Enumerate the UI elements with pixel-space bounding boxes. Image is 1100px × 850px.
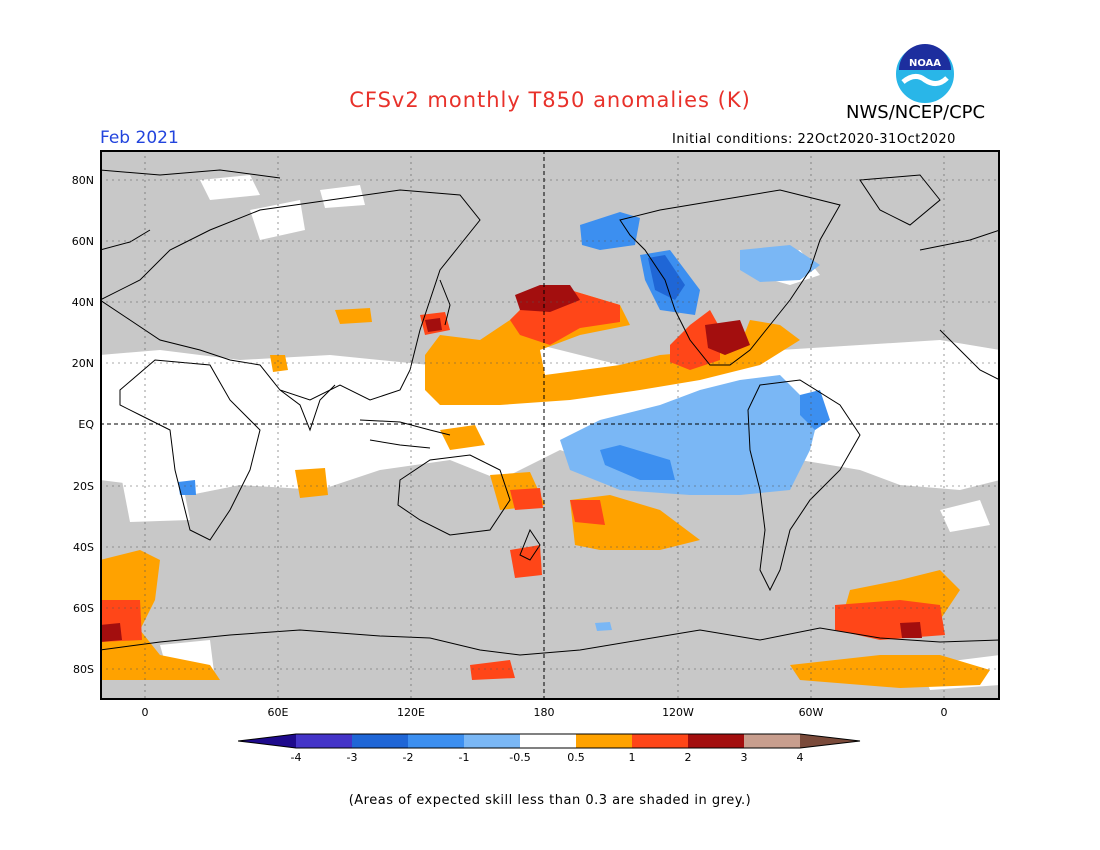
lon-label: 0	[141, 706, 149, 719]
colorbar-tick: 2	[684, 751, 692, 764]
lon-label: 60E	[267, 706, 289, 719]
initial-conditions: Initial conditions: 22Oct2020-31Oct2020	[672, 132, 956, 147]
logo-text: NOAA	[909, 58, 941, 69]
agency-label: NWS/NCEP/CPC	[846, 102, 986, 123]
lon-label: 120E	[397, 706, 425, 719]
lat-label: EQ	[78, 418, 94, 431]
colorbar-bin	[296, 734, 352, 748]
lat-label: 20N	[71, 357, 94, 370]
colorbar-tick: -1	[458, 751, 470, 764]
colorbar-bin	[688, 734, 744, 748]
colorbar-bin	[632, 734, 688, 748]
lat-label: 60S	[73, 602, 94, 615]
lon-label: 180	[533, 706, 555, 719]
map-frame	[100, 150, 1000, 700]
anomaly-map	[100, 150, 1000, 700]
lat-label: 80S	[73, 663, 94, 676]
colorbar-bin	[464, 734, 520, 748]
colorbar-tick: -0.5	[509, 751, 531, 764]
lat-label: 60N	[71, 235, 94, 248]
lat-gridlines	[100, 179, 1000, 670]
lat-label: 80N	[71, 174, 94, 187]
lon-gridlines	[144, 150, 945, 700]
noaa-logo: NOAA	[893, 42, 957, 110]
colorbar	[238, 733, 861, 749]
colorbar-bin	[744, 734, 800, 748]
colorbar-arrow-high	[800, 734, 860, 748]
colorbar-tick: -2	[402, 751, 414, 764]
skill-footnote: (Areas of expected skill less than 0.3 a…	[348, 793, 752, 808]
cool-anomalies	[178, 212, 830, 631]
colorbar-tick: 3	[740, 751, 748, 764]
lat-label: 40S	[73, 541, 94, 554]
colorbar-bin	[408, 734, 464, 748]
colorbar-tick: 0.5	[567, 751, 585, 764]
colorbar-tick: 1	[628, 751, 636, 764]
lat-label: 40N	[71, 296, 94, 309]
colorbar-bin	[520, 734, 576, 748]
colorbar-tick: 4	[796, 751, 804, 764]
lon-label: 0	[940, 706, 948, 719]
forecast-month: Feb 2021	[100, 128, 179, 148]
lon-label: 120W	[662, 706, 694, 719]
colorbar-tick: -4	[290, 751, 302, 764]
map-title: CFSv2 monthly T850 anomalies (K)	[349, 88, 751, 112]
colorbar-arrow-low	[238, 734, 296, 748]
colorbar-bin	[352, 734, 408, 748]
colorbar-tick: -3	[346, 751, 358, 764]
lon-label: 60W	[798, 706, 824, 719]
coastlines	[100, 169, 1000, 656]
colorbar-bin	[576, 734, 632, 748]
warm-anomalies	[100, 285, 990, 688]
lat-label: 20S	[73, 480, 94, 493]
